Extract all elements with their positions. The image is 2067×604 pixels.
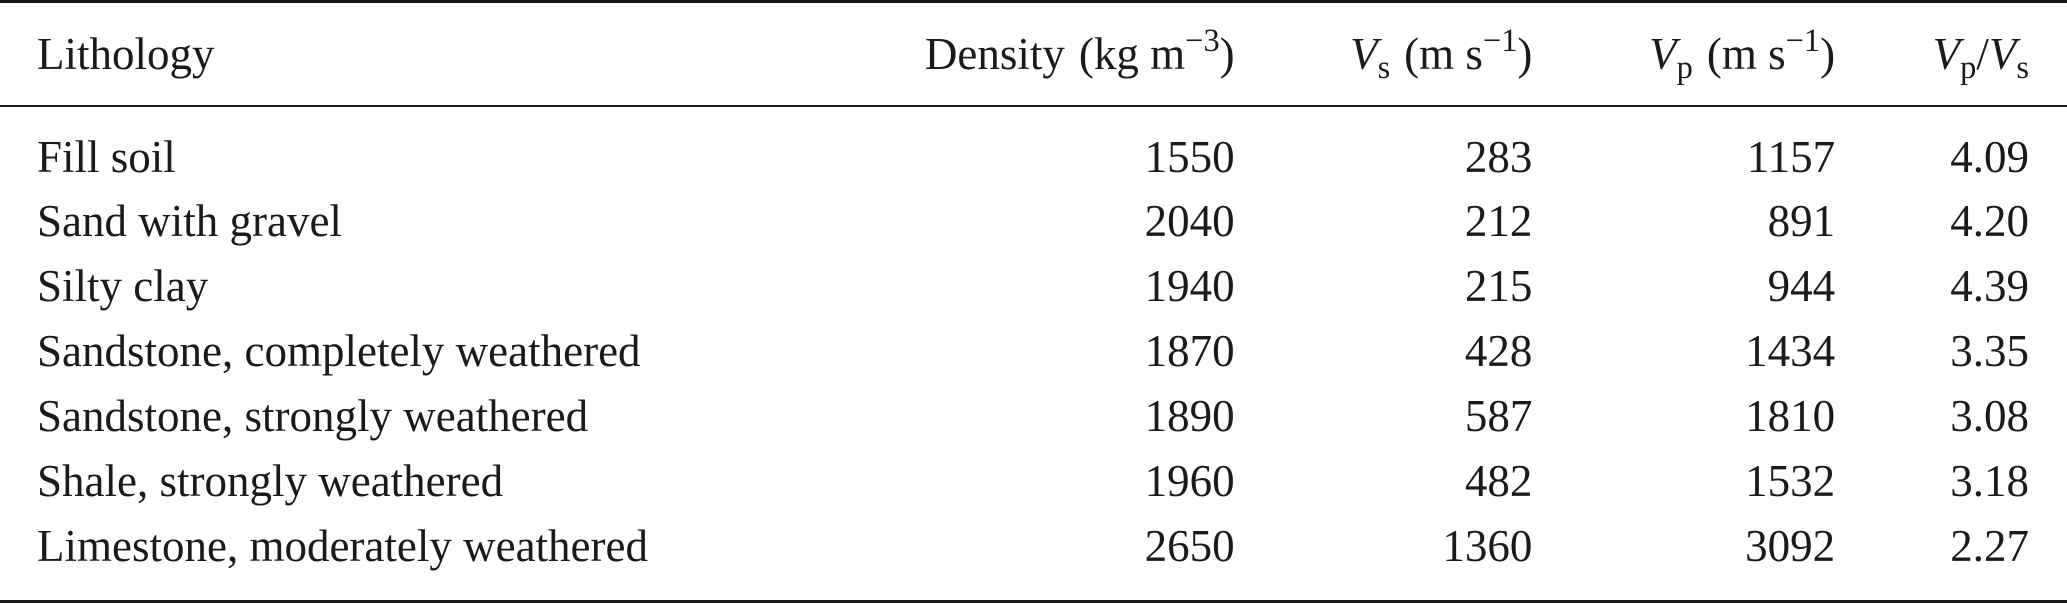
table-header: Lithology Density (kg m−3) Vs (m s−1) Vp (m…: [0, 0, 2067, 107]
header-density-label: Density: [924, 29, 1065, 79]
cell-lithology: Shale, strongly weathered: [37, 456, 504, 506]
cell-vp-vs-ratio: 3.08: [1950, 391, 2029, 441]
cell-vs: 482: [1464, 456, 1533, 506]
cell-vp-vs-ratio: 4.20: [1950, 196, 2029, 246]
cell-vp-vs-ratio: 3.35: [1950, 326, 2029, 376]
header-vs-unit: m s: [1419, 29, 1483, 79]
cell-vs: 587: [1464, 391, 1533, 441]
cell-density: 2040: [1144, 196, 1235, 246]
cell-vp-vs-ratio: 4.09: [1950, 131, 2029, 182]
cell-lithology: Limestone, moderately weathered: [37, 521, 648, 571]
cell-vp-vs-ratio: 3.18: [1950, 456, 2029, 506]
cell-vp: 1157: [1746, 131, 1836, 182]
cell-vs: 1360: [1442, 521, 1533, 571]
header-vp-symbol: V: [1649, 29, 1677, 79]
header-vp-unit-exponent: −1: [1785, 23, 1821, 60]
header-vs-unit-exponent: −1: [1482, 23, 1518, 60]
cell-density: 1890: [1144, 391, 1235, 441]
header-row: Lithology Density (kg m−3) Vs (m s−1) Vp (m…: [0, 0, 2067, 107]
header-ratio-denominator-symbol: V: [1988, 29, 2017, 79]
header-density-unit-exponent: −3: [1185, 23, 1220, 60]
header-vs-subscript: s: [1377, 50, 1391, 87]
cell-density: 1870: [1144, 326, 1235, 376]
cell-vs: 428: [1464, 326, 1533, 376]
cell-density: 1940: [1144, 261, 1235, 311]
cell-vs: 212: [1464, 196, 1533, 246]
table-row: Sand with gravel 2040 212 891 4.20: [0, 189, 2067, 254]
cell-lithology: Fill soil: [37, 131, 176, 182]
cell-vp: 1532: [1745, 456, 1836, 506]
cell-lithology: Silty clay: [37, 261, 209, 311]
cell-vp: 891: [1767, 196, 1836, 246]
cell-vs: 283: [1464, 131, 1533, 182]
top-rule: [0, 0, 2067, 3]
header-ratio-denominator-subscript: s: [2016, 50, 2029, 87]
cell-lithology: Sand with gravel: [37, 196, 342, 246]
table-row: Silty clay 1940 215 944 4.39: [0, 254, 2067, 319]
cell-vp: 1434: [1745, 326, 1836, 376]
cell-vp-vs-ratio: 2.27: [1950, 521, 2029, 571]
header-vp-vs-ratio: Vp/Vs: [1835, 0, 2067, 107]
header-rule: [0, 105, 2067, 107]
header-vp: Vp (m s−1): [1649, 23, 1836, 87]
bottom-rule: [0, 600, 2067, 603]
cell-lithology: Sandstone, completely weathered: [37, 326, 641, 376]
cell-vp-vs-ratio: 4.39: [1950, 261, 2029, 311]
header-ratio-numerator-subscript: p: [1960, 50, 1977, 87]
header-vs-symbol: V: [1350, 29, 1378, 79]
cell-density: 2650: [1144, 521, 1235, 571]
header-density-unit: kg m: [1093, 29, 1186, 79]
table-body: Fill soil 1550 283 1157 4.09 Sand with g…: [0, 107, 2067, 579]
cell-vp: 1810: [1745, 391, 1836, 441]
header-ratio-numerator-symbol: V: [1932, 29, 1961, 79]
cell-density: 1960: [1144, 456, 1235, 506]
table-row: Sandstone, completely weathered 1870 428…: [0, 319, 2067, 384]
header-vp-subscript: p: [1676, 50, 1693, 87]
cell-vp: 944: [1767, 261, 1836, 311]
table-row: Fill soil 1550 283 1157 4.09: [0, 107, 2067, 189]
header-vp-unit: m s: [1721, 29, 1786, 79]
cell-vs: 215: [1464, 261, 1533, 311]
table-row: Sandstone, strongly weathered 1890 587 1…: [0, 384, 2067, 449]
cell-density: 1550: [1144, 131, 1235, 182]
table-row: Shale, strongly weathered 1960 482 1532 …: [0, 449, 2067, 514]
header-ratio-slash: /: [1976, 29, 1989, 79]
header-lithology: Lithology: [37, 29, 215, 79]
cell-lithology: Sandstone, strongly weathered: [37, 391, 589, 441]
table-row: Limestone, moderately weathered 2650 136…: [0, 514, 2067, 579]
cell-vp: 3092: [1745, 521, 1836, 571]
header-vs: Vs (m s−1): [1350, 23, 1533, 87]
header-density: Density (kg m−3): [924, 23, 1235, 79]
data-table: Lithology Density (kg m−3) Vs (m s−1) Vp (m…: [0, 0, 2067, 579]
